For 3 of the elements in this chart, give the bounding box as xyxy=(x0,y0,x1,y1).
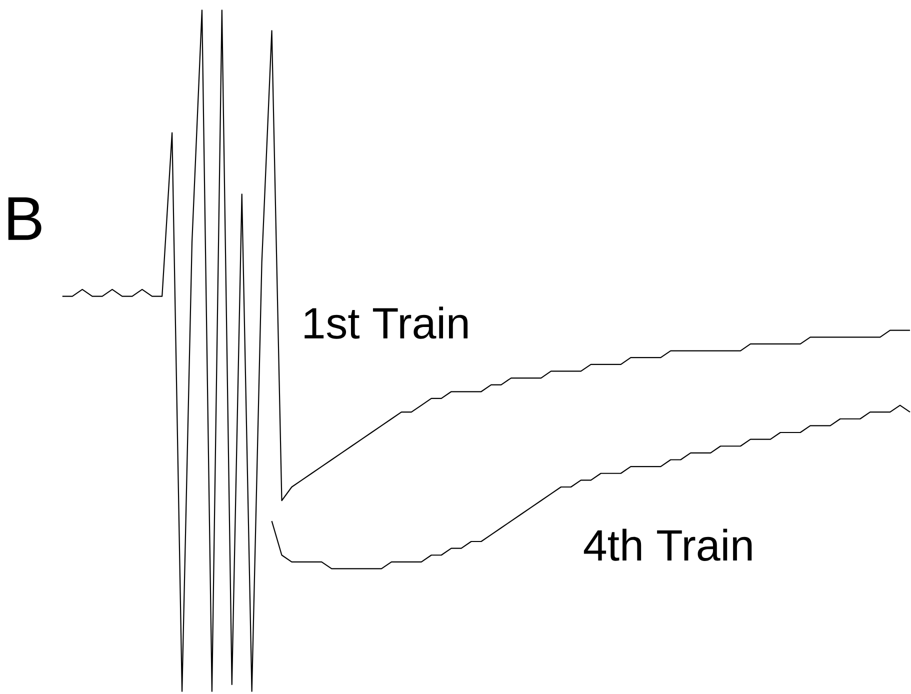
series-label: 4th Train xyxy=(584,528,752,561)
text: B xyxy=(8,197,42,240)
series-label: 1st Train xyxy=(304,306,468,339)
